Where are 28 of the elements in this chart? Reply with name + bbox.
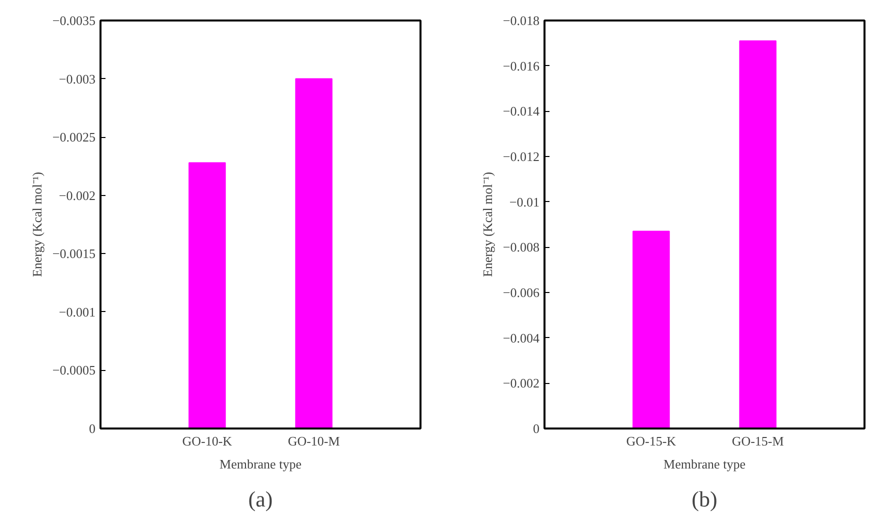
y-tick-label: −0.0015 (52, 246, 96, 262)
y-tick-label: −0.0035 (52, 13, 96, 28)
y-tick-label: −0.016 (502, 58, 540, 74)
x-tick-label: GO-10-K (182, 434, 233, 448)
x-tick-label: GO-15-M (732, 434, 784, 448)
text: (a) (248, 486, 273, 512)
x-axis-title: Membrane type (664, 456, 746, 472)
y-tick-label: −0.0005 (52, 362, 96, 378)
y-tick-label: −0.0025 (52, 130, 96, 145)
y-tick-label: −0.006 (502, 285, 540, 300)
y-tick-label: 0 (533, 421, 540, 436)
y-tick-label: −0.002 (58, 188, 96, 203)
x-axis-title: Membrane type (220, 456, 302, 472)
y-tick-label: −0.002 (502, 376, 540, 391)
y-tick-label: −0.001 (58, 304, 96, 320)
x-tick-label: GO-10-M (288, 434, 340, 448)
y-tick-label: 0 (89, 421, 96, 436)
y-tick-label: −0.008 (502, 240, 540, 255)
x-tick-label: GO-15-K (626, 434, 677, 448)
y-axis-title: Energy (Kcal mol⁻¹) (480, 172, 495, 278)
y-axis-title: Energy (Kcal mol⁻¹) (29, 172, 44, 278)
y-tick-label: −0.014 (502, 104, 540, 119)
text: (b) (692, 486, 718, 512)
y-tick-label: −0.01 (509, 194, 540, 210)
y-tick-label: −0.018 (502, 13, 540, 28)
y-tick-label: −0.003 (58, 71, 96, 86)
y-tick-label: −0.004 (502, 330, 540, 346)
y-tick-label: −0.012 (502, 149, 540, 164)
